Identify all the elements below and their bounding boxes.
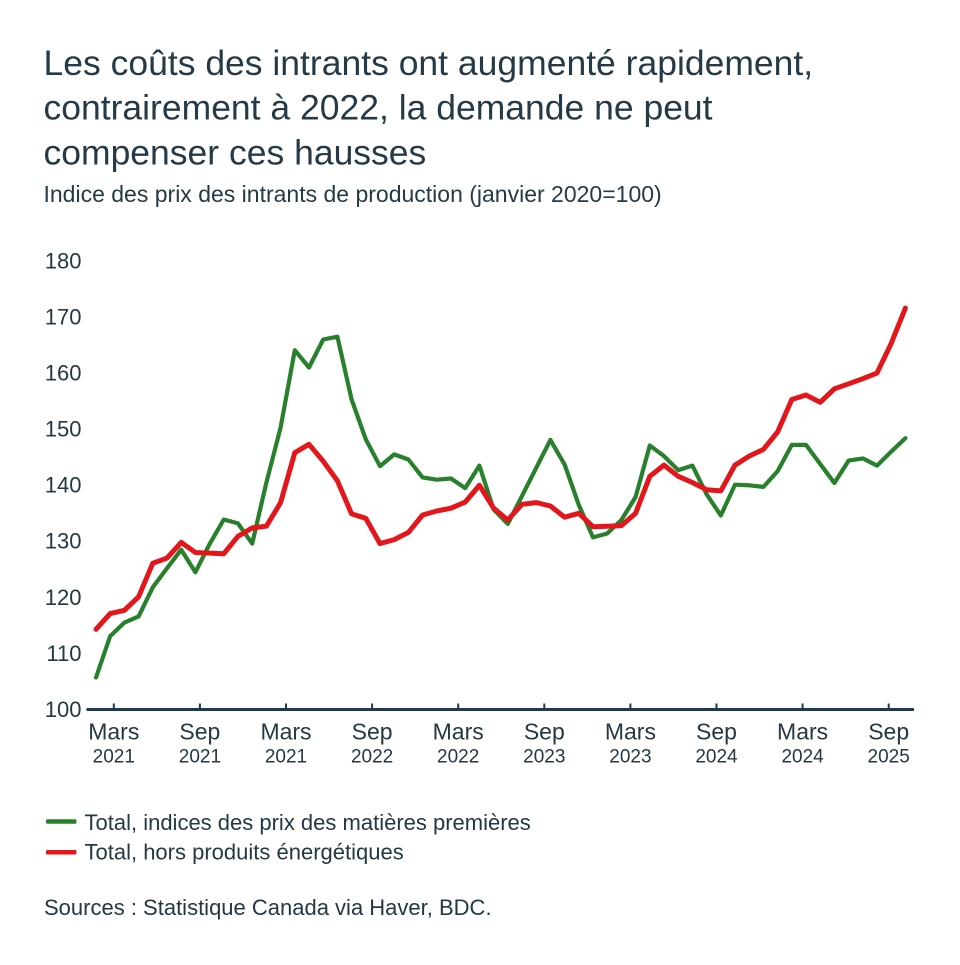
svg-text:170: 170 [45, 305, 82, 330]
svg-text:120: 120 [45, 585, 82, 610]
svg-text:Sep: Sep [696, 719, 737, 745]
svg-text:Mars: Mars [605, 719, 656, 745]
svg-text:2021: 2021 [93, 747, 135, 768]
svg-text:compenser ces hausses: compenser ces hausses [44, 133, 427, 173]
svg-text:2024: 2024 [695, 747, 738, 768]
svg-text:Total, hors produits énergétiq: Total, hors produits énergétiques [85, 840, 404, 865]
svg-text:contrairement à 2022, la deman: contrairement à 2022, la demande ne peut [44, 88, 713, 128]
svg-text:Sep: Sep [524, 719, 565, 745]
svg-text:2022: 2022 [351, 747, 393, 768]
svg-text:Mars: Mars [433, 719, 484, 745]
svg-text:2025: 2025 [868, 747, 910, 768]
svg-text:2024: 2024 [781, 747, 824, 768]
svg-text:160: 160 [45, 361, 82, 386]
svg-text:150: 150 [45, 417, 82, 442]
svg-text:Mars: Mars [88, 719, 139, 745]
svg-text:Sources : Statistique Canada v: Sources : Statistique Canada via Haver, … [44, 895, 492, 920]
svg-text:2023: 2023 [609, 747, 651, 768]
svg-text:Les coûts des intrants ont aug: Les coûts des intrants ont augmenté rapi… [44, 43, 814, 83]
svg-text:2022: 2022 [437, 747, 479, 768]
svg-text:2021: 2021 [265, 747, 307, 768]
svg-text:140: 140 [45, 473, 82, 498]
svg-text:Mars: Mars [260, 719, 311, 745]
svg-text:110: 110 [46, 641, 81, 666]
svg-text:Mars: Mars [777, 719, 828, 745]
svg-text:Indice des prix des intrants d: Indice des prix des intrants de producti… [44, 181, 662, 207]
svg-text:Sep: Sep [868, 719, 909, 745]
svg-text:2023: 2023 [523, 747, 565, 768]
svg-text:Sep: Sep [179, 719, 220, 745]
svg-text:2021: 2021 [179, 747, 221, 768]
svg-text:130: 130 [45, 529, 82, 554]
svg-text:Sep: Sep [352, 719, 393, 745]
svg-text:Total, indices des prix des ma: Total, indices des prix des matières pre… [85, 810, 531, 835]
svg-text:100: 100 [45, 697, 82, 722]
svg-text:180: 180 [45, 248, 82, 273]
